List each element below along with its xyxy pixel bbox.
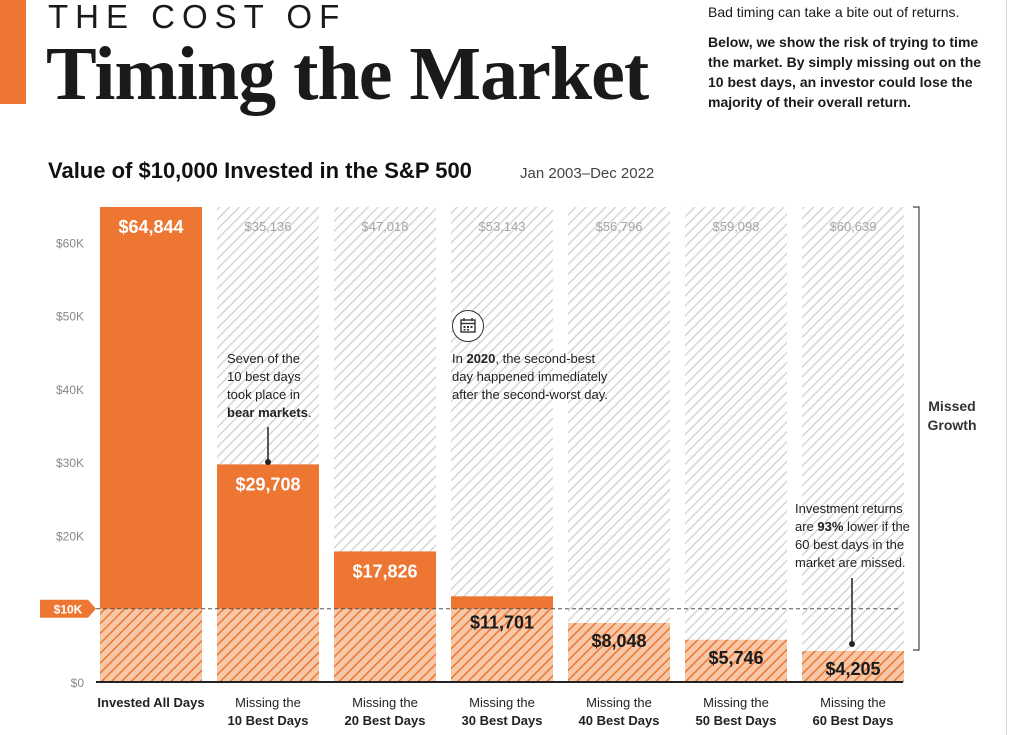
missed-growth-bar <box>685 207 787 682</box>
missed-growth-label: Missed Growth <box>922 397 982 435</box>
missed-growth-value: $60,639 <box>830 219 877 234</box>
x-category-label: Missing the <box>352 695 418 710</box>
bar-value-label: $8,048 <box>591 631 646 651</box>
principal-segment <box>685 639 787 682</box>
bear-market-annotation: Seven of the 10 best days took place in … <box>227 350 337 422</box>
bar-value-label: $11,701 <box>470 612 534 632</box>
x-category-label: Missing the <box>820 695 886 710</box>
annotation-bold: 93% <box>817 519 844 534</box>
annotation-tail: . <box>307 405 312 420</box>
missed-growth-line: Missed <box>928 398 976 414</box>
lower-annotation-pointer <box>849 578 855 647</box>
bear-annotation-pointer <box>265 427 271 465</box>
lower-returns-annotation: Investment returns are 93% lower if the … <box>795 500 915 572</box>
annotation-line: Seven of the <box>227 351 300 366</box>
x-category-label: Missing the <box>235 695 301 710</box>
annotation-line: took place in <box>227 387 300 402</box>
x-category-label: Missing the <box>703 695 769 710</box>
missed-growth-value: $59,098 <box>713 219 760 234</box>
bar-value-label: $64,844 <box>118 217 183 237</box>
bar-value-label: $5,746 <box>708 648 763 668</box>
principal-segment <box>217 608 319 682</box>
y-tick-label: $60K <box>56 236 84 250</box>
y-tick-label: $40K <box>56 383 84 397</box>
annotation-post: , the second-best <box>495 351 596 366</box>
missed-growth-value: $35,136 <box>245 219 292 234</box>
page-title: Timing the Market <box>46 32 649 116</box>
y-tick-label: $20K <box>56 529 84 543</box>
annotation-bold: bear markets <box>227 405 308 420</box>
missed-growth-bar <box>802 207 904 682</box>
frame-rule <box>1006 0 1007 735</box>
chart-title: Value of $10,000 Invested in the S&P 500 <box>48 158 472 183</box>
calendar-icon <box>452 310 484 342</box>
annotation-bold: 2020 <box>466 351 496 366</box>
chart-subtitle: Jan 2003–Dec 2022 <box>520 165 655 182</box>
x-category-label: 20 Best Days <box>345 713 426 728</box>
principal-segment <box>802 651 904 682</box>
year-2020-annotation: In 2020, the second-best day happened im… <box>452 350 627 404</box>
y-tick-label: $30K <box>56 456 84 470</box>
bar-value-label: $29,708 <box>235 474 300 494</box>
annotation-post: lower if the <box>843 519 910 534</box>
missed-growth-line: Growth <box>927 417 977 433</box>
annotation-line: market are missed. <box>795 555 906 570</box>
x-category-label: 60 Best Days <box>813 713 894 728</box>
missed-growth-bracket <box>913 206 920 651</box>
missed-growth-value: $47,018 <box>362 219 409 234</box>
principal-segment <box>334 608 436 682</box>
x-category-label: Missing the <box>586 695 652 710</box>
y-tick-label: $0 <box>71 676 85 690</box>
x-category-label: Invested All Days <box>97 695 204 710</box>
annotation-pre: In <box>452 351 467 366</box>
annotation-line: day happened immediately <box>452 369 608 384</box>
value-bar <box>100 207 202 682</box>
bar-value-label: $17,826 <box>352 561 417 581</box>
annotation-line: 60 best days in the <box>795 537 905 552</box>
x-category-label: 40 Best Days <box>579 713 660 728</box>
baseline-tag <box>40 599 96 618</box>
intro-line: Bad timing can take a bite out of return… <box>708 4 960 20</box>
principal-segment <box>100 608 202 682</box>
annotation-pre: are <box>795 519 818 534</box>
baseline-label: $10K <box>54 603 83 617</box>
x-category-label: 30 Best Days <box>462 713 543 728</box>
intro-paragraph: Below, we show the risk of trying to tim… <box>708 34 982 110</box>
annotation-line: Investment returns <box>795 501 903 516</box>
principal-segment <box>568 623 670 682</box>
bar-value-label: $4,205 <box>825 659 880 679</box>
x-category-label: 10 Best Days <box>228 713 309 728</box>
missed-growth-bar <box>568 207 670 682</box>
annotation-line: 10 best days <box>227 369 301 384</box>
missed-growth-value: $53,143 <box>479 219 526 234</box>
principal-segment <box>451 608 553 682</box>
annotation-line: after the second-worst day. <box>452 387 608 402</box>
missed-growth-value: $56,796 <box>596 219 643 234</box>
y-tick-label: $50K <box>56 310 84 324</box>
accent-bar <box>0 0 26 104</box>
x-category-label: Missing the <box>469 695 535 710</box>
kicker-text: THE COST OF <box>48 0 347 35</box>
x-category-label: 50 Best Days <box>696 713 777 728</box>
